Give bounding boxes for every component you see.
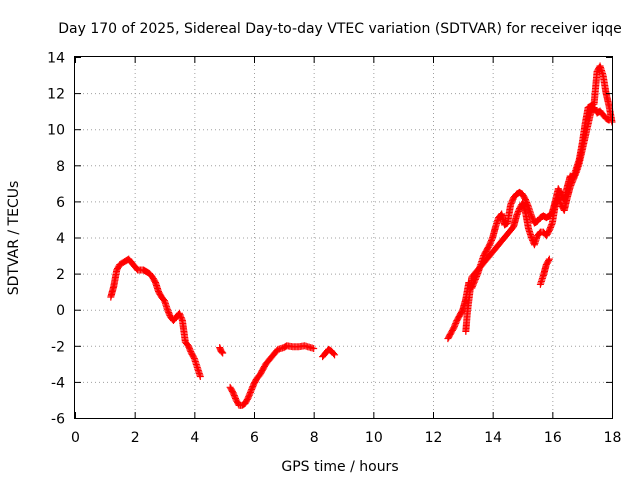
- data-point-marker: [196, 372, 204, 380]
- y-tick-label: 10: [47, 123, 65, 139]
- y-tick-label: 0: [56, 303, 65, 319]
- data-point-marker: [218, 348, 226, 356]
- x-tick-label: 6: [250, 430, 259, 446]
- x-tick-label: 18: [604, 430, 622, 446]
- y-tick-label: -2: [51, 339, 65, 355]
- x-tick-label: 14: [484, 430, 502, 446]
- data-point-marker: [545, 257, 553, 265]
- data-point-marker: [331, 351, 339, 359]
- y-tick-label: 8: [56, 159, 65, 175]
- data-point-marker: [330, 350, 338, 358]
- y-axis-label: SDTVAR / TECUs: [6, 181, 22, 296]
- x-tick-label: 0: [71, 430, 80, 446]
- y-tick-label: -4: [51, 375, 65, 391]
- y-tick-label: 4: [56, 231, 65, 247]
- data-point-marker: [605, 116, 613, 124]
- y-tick-label: 6: [56, 195, 65, 211]
- grid-layer: [75, 57, 612, 418]
- y-tick-label: 12: [47, 87, 65, 103]
- chart-title: Day 170 of 2025, Sidereal Day-to-day VTE…: [58, 21, 622, 37]
- data-point-marker: [604, 116, 612, 124]
- axis-ticks: 0 2 4 6 8 10 12 14 16 18 -6 -4 -2 0 2 4 6 8 10 12 14: [47, 51, 621, 447]
- y-tick-label: 14: [47, 51, 65, 67]
- data-point-marker: [545, 255, 553, 263]
- data-point-marker: [310, 345, 318, 353]
- y-tick-label: -6: [51, 412, 65, 428]
- data-marks: [107, 62, 616, 409]
- plot-frame: [74, 56, 613, 419]
- x-tick-label: 8: [310, 430, 319, 446]
- x-tick-label: 2: [131, 430, 140, 446]
- x-tick-label: 16: [544, 430, 562, 446]
- data-point-marker: [219, 349, 227, 357]
- x-tick-label: 12: [425, 430, 443, 446]
- x-tick-label: 4: [190, 430, 199, 446]
- x-axis-label: GPS time / hours: [281, 459, 398, 475]
- x-tick-label: 10: [365, 430, 383, 446]
- y-tick-label: 2: [56, 267, 65, 283]
